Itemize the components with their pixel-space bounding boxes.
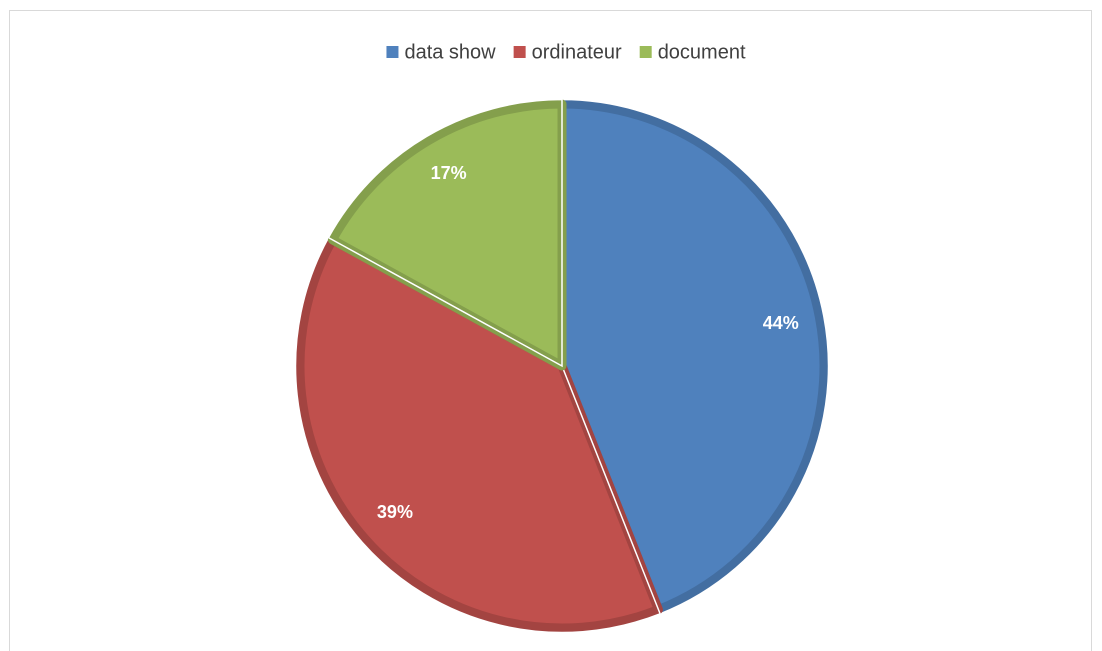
pie-slice: [295, 235, 663, 633]
slice-edge: [561, 98, 830, 615]
data-label: 39%: [377, 502, 413, 522]
legend-swatch: [513, 46, 526, 58]
data-label: 44%: [763, 313, 799, 333]
data-labels: 44% 39% 17%: [377, 163, 799, 522]
legend-label: document: [658, 41, 746, 63]
legend-label: ordinateur: [532, 41, 622, 63]
pie-slice: [557, 99, 829, 615]
slice-edge: [294, 236, 662, 634]
legend-label: data show: [404, 41, 496, 63]
data-label: 17%: [431, 163, 467, 183]
legend: data show ordinateur document: [386, 41, 746, 63]
pie-slice: [327, 99, 567, 371]
slice-edge: [327, 98, 563, 368]
legend-swatch: [639, 46, 652, 58]
legend-swatch: [386, 46, 399, 58]
pie: [294, 98, 830, 634]
